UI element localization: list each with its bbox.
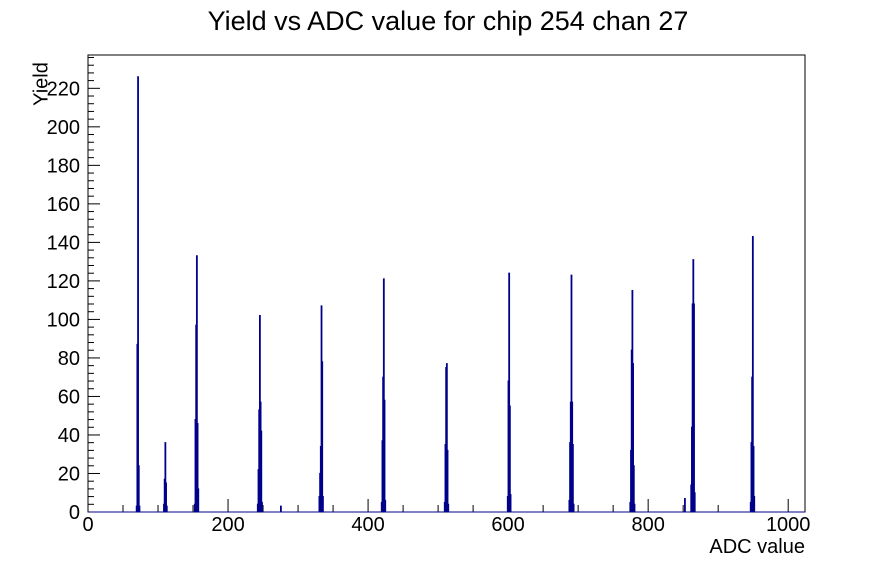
y-tick-label: 120 <box>47 271 80 293</box>
y-tick-label: 140 <box>47 232 80 254</box>
x-tick-label: 600 <box>491 514 524 536</box>
histogram-series <box>88 76 805 513</box>
y-tick-label: 20 <box>58 463 80 485</box>
y-tick-label: 60 <box>58 386 80 408</box>
y-tick-label: 200 <box>47 117 80 139</box>
x-tick-label: 1000 <box>766 514 811 536</box>
y-tick-label: 0 <box>69 502 80 524</box>
x-tick-label: 0 <box>82 514 93 536</box>
y-tick-label: 180 <box>47 155 80 177</box>
x-axis-title: ADC value <box>709 536 805 558</box>
y-tick-label: 220 <box>47 78 80 100</box>
chart-title: Yield vs ADC value for chip 254 chan 27 <box>207 6 689 36</box>
x-tick-label: 400 <box>351 514 384 536</box>
x-tick-label: 200 <box>211 514 244 536</box>
y-tick-label: 40 <box>58 425 80 447</box>
y-tick-label: 160 <box>47 194 80 216</box>
y-tick-label: 100 <box>47 309 80 331</box>
y-tick-label: 80 <box>58 348 80 370</box>
x-tick-label: 800 <box>631 514 664 536</box>
